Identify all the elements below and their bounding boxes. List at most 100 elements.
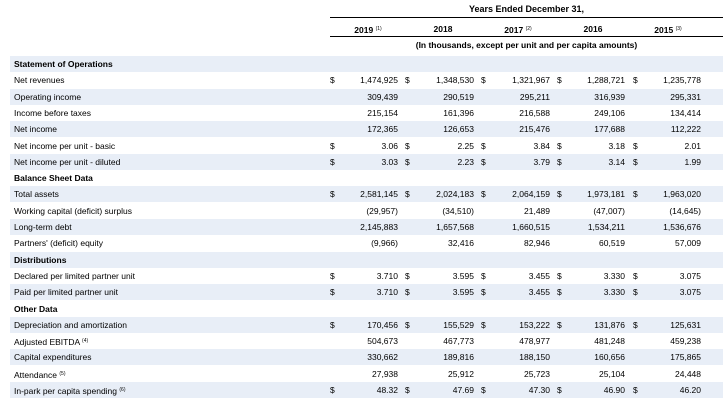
row-label: Long-term debt bbox=[14, 221, 72, 233]
table-cell-value: (34,510) bbox=[442, 205, 474, 216]
table-cell-value: 1,321,967 bbox=[512, 75, 550, 86]
currency-symbol: $ bbox=[481, 189, 486, 200]
table-row: Net income 172,365 126,653 215,476 177,688 11… bbox=[10, 121, 723, 138]
footnote-marker: (2) bbox=[525, 26, 532, 32]
table-cell-value: 2.23 bbox=[457, 156, 474, 167]
currency-symbol: $ bbox=[557, 156, 562, 167]
row-label: Net revenues bbox=[14, 74, 65, 86]
table-cell-value: 3.330 bbox=[603, 270, 625, 281]
table-cell-value: 21,489 bbox=[524, 205, 550, 216]
table-row: Net income per unit - basic $3.06 $2.25 $3.… bbox=[10, 138, 723, 154]
table-cell-value: (14,645) bbox=[669, 205, 701, 216]
table-row: Operating income 309,439 290,519 295,211 316… bbox=[10, 88, 723, 105]
table-cell-value: 3.84 bbox=[533, 140, 550, 151]
table-cell-value: 155,529 bbox=[443, 319, 474, 330]
table-cell-value: 3.18 bbox=[608, 140, 625, 151]
row-label: Adjusted EBITDA (4) bbox=[14, 335, 88, 348]
table-cell-value: 295,331 bbox=[670, 91, 701, 102]
currency-symbol: $ bbox=[405, 189, 410, 200]
section-header-row: Distributions bbox=[10, 251, 723, 268]
table-cell-value: 189,816 bbox=[443, 352, 474, 363]
currency-symbol: $ bbox=[405, 270, 410, 281]
table-cell-value: 27,938 bbox=[372, 368, 398, 379]
row-label: Net income per unit - diluted bbox=[14, 156, 120, 168]
row-label-text: In-park per capita spending bbox=[14, 386, 118, 396]
table-cell-value: (9,966) bbox=[371, 238, 398, 249]
section-title: Balance Sheet Data bbox=[14, 172, 93, 184]
table-cell-value: 215,476 bbox=[519, 124, 550, 135]
year-header-4: 2015 (3) bbox=[638, 24, 698, 36]
section-header-row: Statement of Operations bbox=[10, 56, 723, 72]
table-cell-value: 188,150 bbox=[519, 352, 550, 363]
currency-symbol: $ bbox=[330, 156, 335, 167]
table-cell-value: 316,939 bbox=[594, 91, 625, 102]
table-cell-value: 131,876 bbox=[594, 319, 625, 330]
table-row: Working capital (deficit) surplus (29,957… bbox=[10, 203, 723, 219]
currency-symbol: $ bbox=[481, 75, 486, 86]
table-cell-value: 1,235,778 bbox=[663, 75, 701, 86]
table-row: Net revenues $1,474,925 $1,348,530 $1,321,9… bbox=[10, 72, 723, 88]
currency-symbol: $ bbox=[481, 140, 486, 151]
row-label: Paid per limited partner unit bbox=[14, 286, 118, 298]
table-cell-value: (29,957) bbox=[366, 205, 398, 216]
currency-symbol: $ bbox=[330, 287, 335, 298]
table-cell-value: 2,581,145 bbox=[360, 189, 398, 200]
table-cell-value: 48.32 bbox=[376, 385, 398, 395]
table-cell-value: 215,154 bbox=[367, 107, 398, 118]
row-label-text: Paid per limited partner unit bbox=[14, 287, 118, 298]
currency-symbol: $ bbox=[557, 75, 562, 86]
table-row: Total assets $2,581,145 $2,024,183 $2,064,1… bbox=[10, 186, 723, 203]
row-label: Net income bbox=[14, 123, 57, 135]
year-label: 2017 bbox=[504, 25, 524, 35]
table-row: Declared per limited partner unit $3.710 $… bbox=[10, 268, 723, 284]
row-label: Income before taxes bbox=[14, 107, 91, 119]
row-label-text: Net income per unit - diluted bbox=[14, 156, 121, 167]
table-cell-value: 1,288,721 bbox=[587, 75, 625, 86]
currency-symbol: $ bbox=[405, 156, 410, 167]
currency-symbol: $ bbox=[633, 189, 638, 200]
table-row: Long-term debt 2,145,883 1,657,568 1,660,51… bbox=[10, 219, 723, 235]
row-label-text: Total assets bbox=[14, 189, 59, 200]
footnote-marker: (5) bbox=[59, 370, 66, 377]
table-cell-value: 1,348,530 bbox=[436, 75, 474, 86]
table-cell-value: 3.455 bbox=[528, 287, 550, 298]
table-title: Years Ended December 31, bbox=[468, 4, 585, 14]
year-label: 2016 bbox=[583, 24, 603, 34]
currency-symbol: $ bbox=[405, 385, 410, 395]
currency-symbol: $ bbox=[405, 75, 410, 86]
currency-symbol: $ bbox=[481, 319, 486, 330]
table-cell-value: 467,773 bbox=[443, 336, 474, 347]
table-cell-value: 3.79 bbox=[533, 156, 550, 167]
table-cell-value: (47,007) bbox=[593, 205, 625, 216]
table-cell-value: 459,238 bbox=[670, 336, 701, 347]
table-cell-value: 3.710 bbox=[376, 270, 398, 281]
currency-symbol: $ bbox=[633, 140, 638, 151]
table-cell-value: 504,673 bbox=[367, 336, 398, 347]
currency-symbol: $ bbox=[557, 385, 562, 395]
row-label-text: Balance Sheet Data bbox=[14, 173, 93, 184]
currency-symbol: $ bbox=[330, 189, 335, 200]
table-cell-value: 3.710 bbox=[376, 287, 398, 298]
year-header-1: 2018 bbox=[413, 24, 473, 35]
year-header-2: 2017 (2) bbox=[488, 24, 548, 36]
section-title: Statement of Operations bbox=[14, 58, 113, 70]
table-row: Paid per limited partner unit $3.710 $3.59… bbox=[10, 284, 723, 301]
row-label-text: Depreciation and amortization bbox=[14, 319, 127, 330]
row-label-text: Attendance bbox=[14, 369, 58, 380]
footnote-marker: (1) bbox=[375, 26, 382, 32]
row-label-text: Income before taxes bbox=[14, 107, 92, 118]
table-cell-value: 25,912 bbox=[448, 368, 474, 379]
currency-symbol: $ bbox=[481, 287, 486, 298]
currency-symbol: $ bbox=[481, 156, 486, 167]
row-label-text: Operating income bbox=[14, 91, 82, 102]
currency-symbol: $ bbox=[633, 75, 638, 86]
table-cell-value: 1,963,020 bbox=[663, 189, 701, 200]
currency-symbol: $ bbox=[633, 287, 638, 298]
row-label: Capital expenditures bbox=[14, 351, 92, 363]
year-label: 2018 bbox=[433, 24, 453, 34]
table-cell-value: 330,662 bbox=[367, 352, 398, 363]
table-cell-value: 2,064,159 bbox=[512, 189, 550, 200]
row-label: Working capital (deficit) surplus bbox=[14, 205, 132, 217]
row-label-text: Statement of Operations bbox=[14, 59, 113, 69]
